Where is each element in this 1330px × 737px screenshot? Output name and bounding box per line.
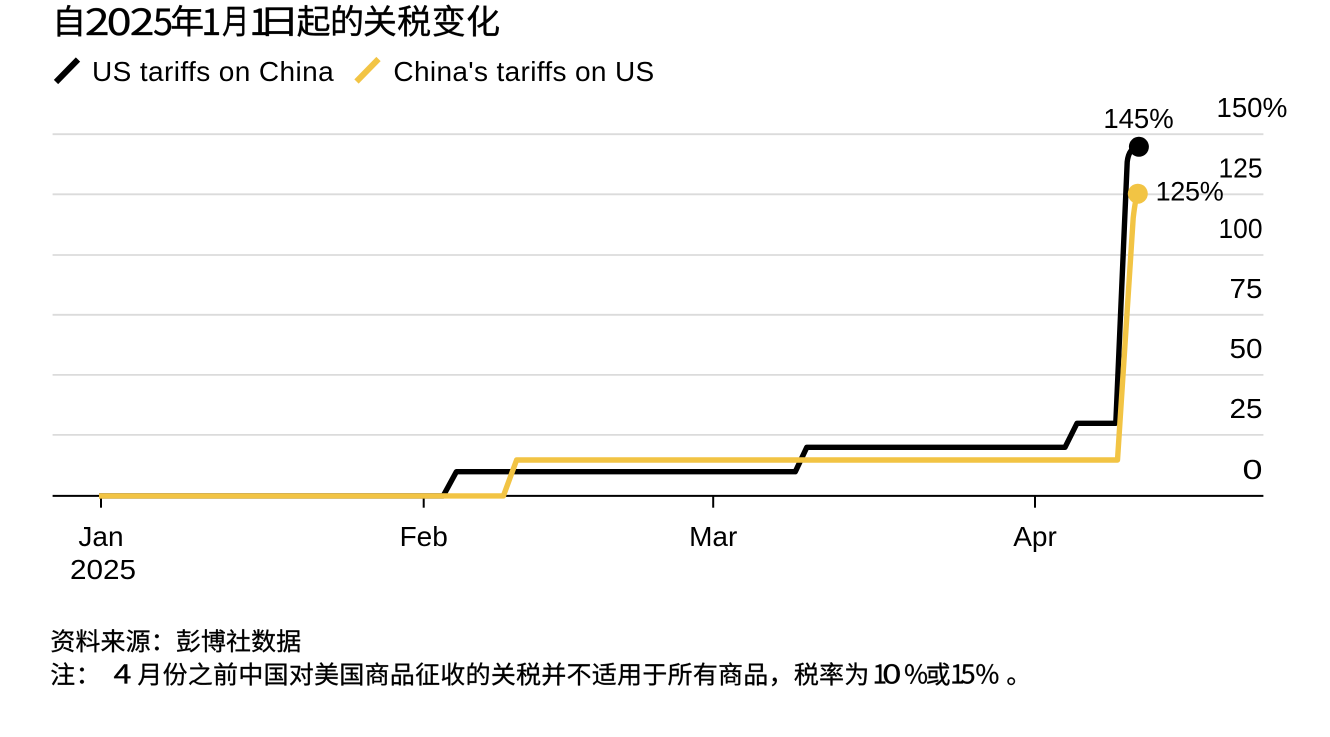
svg-text:2025: 2025: [70, 554, 136, 585]
svg-text:145%: 145%: [1103, 103, 1173, 134]
svg-text:Jan: Jan: [78, 521, 123, 552]
svg-text:China's tariffs on US: China's tariffs on US: [393, 56, 654, 87]
svg-text:Mar: Mar: [689, 521, 737, 552]
svg-text:25: 25: [1230, 393, 1263, 424]
svg-text:%: %: [1263, 92, 1288, 123]
svg-text:Feb: Feb: [400, 521, 448, 552]
svg-text:Apr: Apr: [1013, 521, 1057, 552]
svg-text:100: 100: [1219, 213, 1263, 244]
svg-text:US tariffs on China: US tariffs on China: [92, 56, 334, 87]
svg-text:50: 50: [1230, 333, 1263, 364]
svg-text:125: 125: [1219, 152, 1263, 183]
svg-text:150: 150: [1217, 92, 1263, 123]
svg-text:0: 0: [1243, 454, 1263, 485]
svg-text:125%: 125%: [1156, 177, 1224, 207]
svg-text:75: 75: [1230, 273, 1263, 304]
